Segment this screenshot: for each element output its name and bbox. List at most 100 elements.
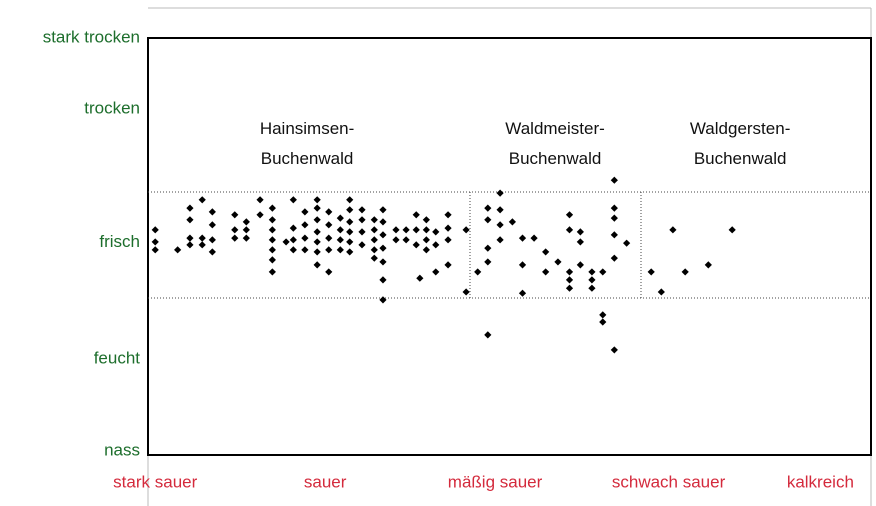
- point: [289, 196, 297, 204]
- y-tick-label: stark trocken: [43, 27, 140, 46]
- point: [610, 346, 618, 354]
- point: [402, 236, 410, 244]
- point: [588, 268, 596, 276]
- point: [565, 268, 574, 276]
- point: [647, 268, 655, 276]
- point: [325, 268, 333, 276]
- point: [336, 246, 344, 254]
- point: [370, 226, 378, 234]
- point: [576, 261, 584, 269]
- point: [422, 236, 430, 244]
- point: [325, 208, 333, 216]
- point: [565, 284, 574, 292]
- point: [313, 238, 321, 246]
- point: [198, 196, 206, 204]
- point: [358, 241, 366, 249]
- point: [588, 284, 596, 292]
- point: [474, 268, 482, 276]
- point: [484, 216, 492, 224]
- point: [508, 218, 516, 226]
- point: [484, 331, 492, 339]
- point: [186, 204, 194, 212]
- point: [444, 261, 452, 269]
- point: [484, 204, 492, 212]
- point: [325, 221, 333, 229]
- point: [289, 224, 297, 232]
- point: [565, 276, 574, 284]
- point: [268, 204, 276, 212]
- x-tick-label: mäßig sauer: [448, 472, 543, 491]
- point: [412, 211, 420, 219]
- point: [610, 214, 618, 222]
- point: [576, 228, 584, 236]
- point: [422, 246, 430, 254]
- annotation: Hainsimsen-: [260, 119, 354, 138]
- point: [728, 226, 736, 234]
- point: [496, 236, 504, 244]
- point: [370, 236, 378, 244]
- point: [313, 228, 321, 236]
- point: [151, 226, 159, 234]
- point: [231, 234, 239, 242]
- point: [208, 236, 216, 244]
- point: [282, 238, 290, 246]
- point: [242, 218, 250, 226]
- point: [422, 216, 430, 224]
- point: [289, 236, 297, 244]
- point: [208, 208, 216, 216]
- point: [576, 238, 584, 246]
- point: [358, 228, 366, 236]
- point: [496, 221, 504, 229]
- point: [256, 196, 264, 204]
- point: [336, 226, 344, 234]
- point: [599, 318, 607, 326]
- point: [336, 236, 344, 244]
- plot-frame: [147, 37, 872, 456]
- point: [518, 289, 527, 297]
- point: [174, 246, 182, 254]
- point: [186, 241, 194, 249]
- point: [370, 254, 378, 262]
- x-tick-label: schwach sauer: [612, 472, 726, 491]
- point: [444, 236, 452, 244]
- point: [379, 244, 387, 252]
- point: [542, 268, 550, 276]
- point: [242, 234, 250, 242]
- point: [346, 238, 354, 246]
- point: [565, 226, 574, 234]
- point: [412, 226, 420, 234]
- point: [198, 241, 206, 249]
- point: [379, 258, 387, 266]
- point: [444, 224, 452, 232]
- point: [379, 206, 387, 214]
- point: [432, 228, 440, 236]
- annotation: Buchenwald: [694, 149, 787, 168]
- point: [208, 221, 216, 229]
- point: [256, 211, 264, 219]
- point: [379, 218, 387, 226]
- point: [231, 211, 239, 219]
- point: [198, 234, 206, 242]
- annotation: Waldmeister-: [505, 119, 605, 138]
- point: [325, 246, 333, 254]
- point: [151, 246, 159, 254]
- point: [623, 239, 631, 247]
- point: [588, 276, 596, 284]
- point: [289, 246, 297, 254]
- point: [186, 216, 194, 224]
- x-tick-label: sauer: [304, 472, 347, 491]
- point: [268, 216, 276, 224]
- point: [402, 226, 410, 234]
- point: [370, 216, 378, 224]
- annotation: Waldgersten-: [690, 119, 790, 138]
- point: [462, 226, 470, 234]
- x-tick-label: kalkreich: [787, 472, 854, 491]
- point: [392, 236, 400, 244]
- y-tick-label: trocken: [84, 98, 140, 117]
- point: [542, 248, 550, 256]
- point: [268, 268, 276, 276]
- y-tick-label: nass: [104, 440, 140, 459]
- point: [325, 234, 333, 242]
- y-tick-label: frisch: [99, 232, 140, 251]
